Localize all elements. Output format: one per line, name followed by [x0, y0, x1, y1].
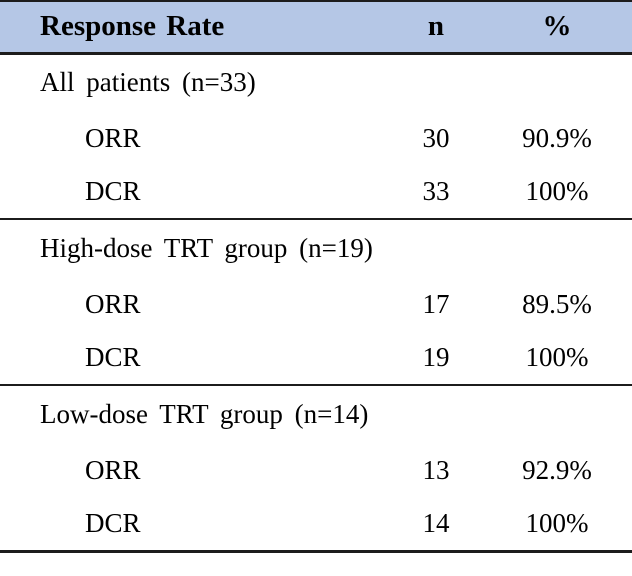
measure-label-orr: ORR	[85, 288, 141, 319]
group-label-high-dose: High-dose TRT group (n=19)	[40, 233, 373, 263]
table-row: DCR 19 100%	[0, 331, 632, 385]
measure-label-dcr: DCR	[85, 507, 141, 538]
group-label-row: All patients (n=33)	[0, 53, 632, 111]
value-percent: 100%	[525, 507, 589, 538]
header-n: n	[427, 10, 445, 43]
response-rate-table: Response Rate n % All patients (n=33) OR…	[0, 0, 632, 551]
table-row: DCR 33 100%	[0, 165, 632, 219]
value-n: 33	[422, 176, 450, 206]
value-percent: 100%	[525, 176, 589, 206]
table-header: Response Rate n %	[0, 1, 632, 53]
header-percent: %	[542, 10, 572, 43]
header-row: Response Rate n %	[0, 1, 632, 53]
measure-label-orr: ORR	[85, 454, 141, 485]
group-label-row: High-dose TRT group (n=19)	[0, 219, 632, 277]
table-row: ORR 17 89.5%	[0, 277, 632, 331]
header-response-rate: Response Rate	[40, 10, 225, 43]
value-percent: 92.9%	[522, 454, 592, 485]
value-percent: 100%	[525, 342, 589, 372]
section-high-dose: High-dose TRT group (n=19) ORR 17 89.5% …	[0, 219, 632, 385]
value-n: 13	[422, 454, 450, 485]
measure-label-dcr: DCR	[85, 342, 141, 372]
value-n: 14	[422, 507, 450, 538]
group-label-row: Low-dose TRT group (n=14)	[0, 385, 632, 443]
table-row: ORR 13 92.9%	[0, 443, 632, 497]
value-n: 19	[422, 342, 450, 372]
measure-label-dcr: DCR	[85, 176, 141, 206]
value-n: 30	[422, 122, 450, 153]
measure-label-orr: ORR	[85, 122, 141, 153]
group-label-all-patients: All patients (n=33)	[40, 67, 256, 98]
value-n: 17	[422, 288, 450, 319]
value-percent: 89.5%	[522, 288, 592, 319]
table-row: ORR 30 90.9%	[0, 111, 632, 165]
section-low-dose: Low-dose TRT group (n=14) ORR 13 92.9% D…	[0, 385, 632, 551]
group-label-low-dose: Low-dose TRT group (n=14)	[40, 399, 369, 429]
table-row: DCR 14 100%	[0, 497, 632, 551]
value-percent: 90.9%	[522, 122, 592, 153]
section-all-patients: All patients (n=33) ORR 30 90.9% DCR 33 …	[0, 53, 632, 219]
